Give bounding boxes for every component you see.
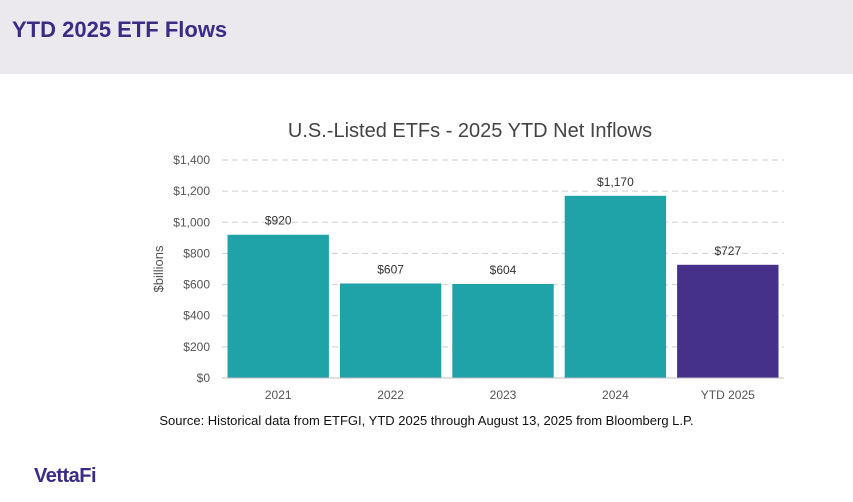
page-title: YTD 2025 ETF Flows bbox=[12, 17, 228, 42]
data-label: $920 bbox=[265, 214, 292, 228]
data-label: $727 bbox=[714, 244, 741, 258]
x-tick-label: 2024 bbox=[602, 388, 629, 402]
header-bar: YTD 2025 ETF Flows bbox=[0, 0, 853, 74]
y-axis-label: $billions bbox=[151, 245, 166, 292]
data-label: $1,170 bbox=[597, 175, 634, 189]
bar bbox=[227, 234, 329, 378]
vettafi-logo: VettaFi bbox=[34, 463, 97, 489]
y-axis-ticks: $0 $200 $400 $600 $800 $1,000 $1,200 $1,400 bbox=[173, 153, 210, 385]
data-label: $604 bbox=[490, 263, 517, 277]
y-tick-label: $800 bbox=[183, 246, 210, 260]
y-tick-label: $1,200 bbox=[173, 184, 210, 198]
y-tick-label: $0 bbox=[197, 371, 211, 385]
y-tick-label: $600 bbox=[183, 278, 210, 292]
data-labels: $920 $607 $604 $1,170 $727 bbox=[265, 175, 742, 277]
y-tick-label: $1,400 bbox=[173, 153, 210, 167]
y-tick-label: $1,000 bbox=[173, 215, 210, 229]
bar bbox=[452, 283, 554, 378]
x-axis-ticks: 2021 2022 2023 2024 YTD 2025 bbox=[265, 388, 755, 402]
x-tick-label: 2023 bbox=[490, 388, 517, 402]
source-note: Source: Historical data from ETFGI, YTD … bbox=[159, 413, 694, 428]
bar bbox=[564, 195, 667, 378]
bar bbox=[677, 264, 779, 378]
y-tick-label: $200 bbox=[183, 340, 210, 354]
bars bbox=[227, 195, 779, 378]
logo-text: VettaFi bbox=[34, 464, 97, 487]
x-tick-label: YTD 2025 bbox=[701, 388, 755, 402]
bar bbox=[339, 283, 442, 378]
x-tick-label: 2022 bbox=[377, 388, 404, 402]
data-label: $607 bbox=[377, 262, 404, 276]
y-tick-label: $400 bbox=[183, 309, 210, 323]
x-tick-label: 2021 bbox=[265, 388, 292, 402]
chart-title: U.S.-Listed ETFs - 2025 YTD Net Inflows bbox=[288, 120, 652, 142]
